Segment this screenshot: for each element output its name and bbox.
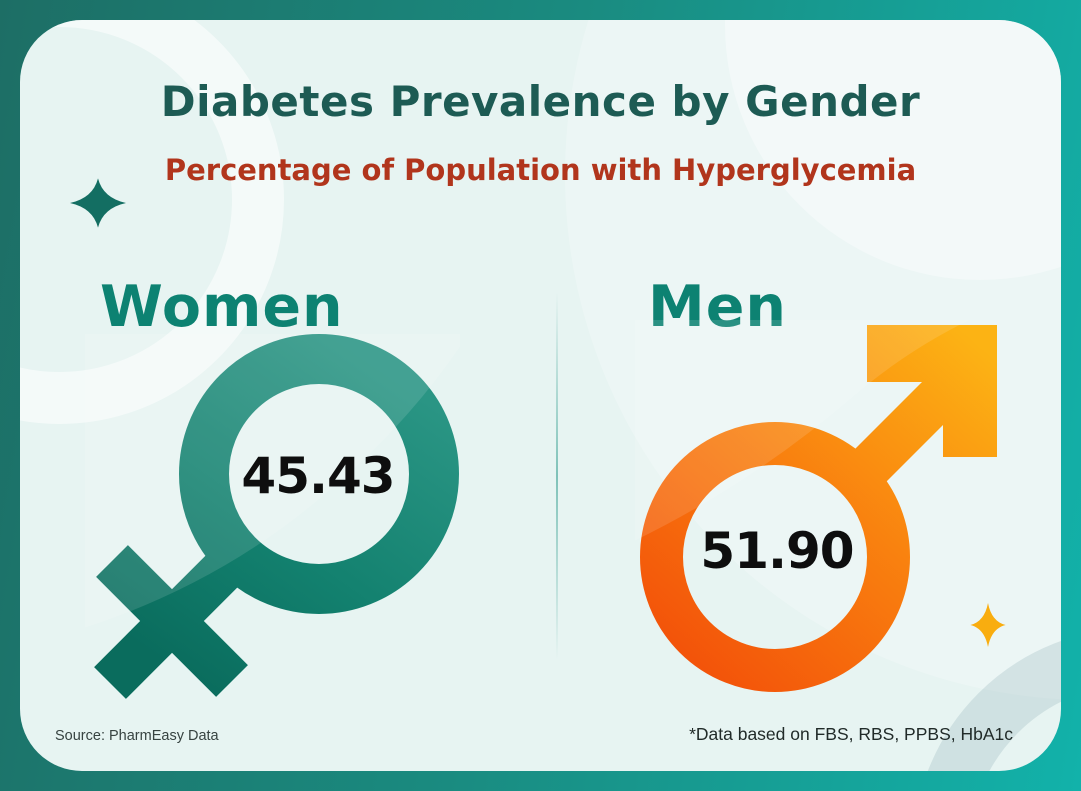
source-text: Source: PharmEasy Data (55, 728, 219, 744)
men-label: Men (648, 274, 787, 340)
infographic-card: Diabetes Prevalence by Gender Percentage… (20, 20, 1061, 771)
female-cross (94, 536, 257, 699)
female-symbol-icon (85, 334, 460, 699)
women-label: Women (100, 274, 344, 340)
male-ring (640, 422, 910, 692)
male-arrow (833, 325, 997, 503)
footnote-text: *Data based on FBS, RBS, PPBS, HbA1c (689, 724, 1013, 744)
page-subtitle: Percentage of Population with Hyperglyce… (164, 153, 917, 187)
decor-blob-top-right-small (725, 20, 1061, 280)
men-value: 51.90 (700, 522, 854, 580)
female-ring (179, 334, 459, 614)
yellow-sparkle-icon (970, 603, 1006, 647)
female-gloss-highlight (85, 334, 460, 628)
male-symbol-icon (635, 320, 997, 692)
teal-sparkle-icon (70, 178, 126, 228)
women-value: 45.43 (241, 447, 395, 505)
section-divider (556, 292, 558, 660)
male-gloss-highlight (635, 320, 970, 541)
page-title: Diabetes Prevalence by Gender (160, 77, 921, 126)
